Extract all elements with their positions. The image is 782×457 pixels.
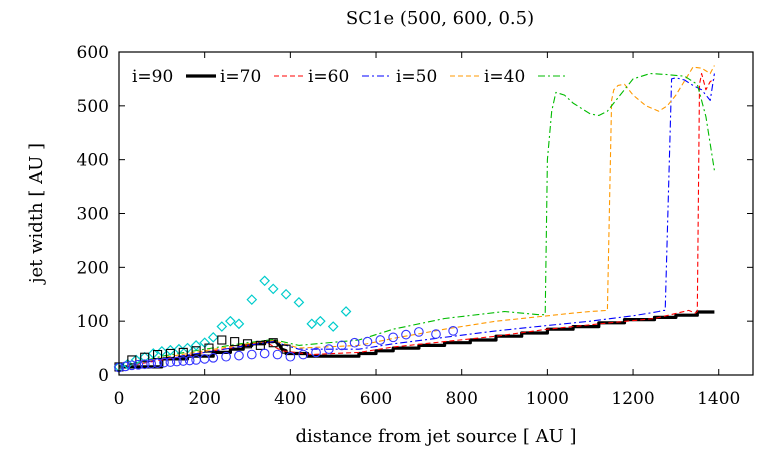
data-point-square: [127, 355, 137, 365]
data-point-circle: [388, 332, 399, 343]
data-point-circle: [362, 336, 373, 347]
data-point-circle: [285, 351, 296, 362]
y-tick-label: 100: [77, 312, 109, 332]
data-point-diamond: [190, 340, 202, 351]
data-point-circle: [159, 357, 169, 368]
data-point-circle: [324, 344, 334, 355]
data-point-circle: [259, 348, 270, 359]
data-point-circle: [146, 358, 156, 369]
series-i-70: [118, 72, 715, 369]
y-tick-label: 0: [98, 366, 109, 386]
data-point-circle: [165, 357, 176, 367]
data-point-diamond: [267, 283, 279, 295]
x-tick-label: 1400: [697, 389, 740, 409]
data-point-circle: [246, 349, 257, 360]
legend: i=90 i=70 i=60 i=50 i=40: [124, 62, 568, 90]
data-point-circle: [152, 358, 163, 369]
legend-label: i=60: [308, 67, 349, 87]
y-tick-label: 500: [77, 97, 109, 117]
data-point-diamond: [306, 318, 318, 330]
legend-label: i=50: [396, 67, 437, 87]
series-line: [118, 72, 715, 369]
data-point-diamond: [122, 358, 133, 370]
y-tick-label: 200: [77, 258, 109, 278]
data-point-circle: [431, 329, 441, 339]
data-point-circle: [178, 356, 189, 366]
chart-title: SC1e (500, 600, 0.5): [346, 8, 534, 29]
data-point-circle: [184, 355, 195, 366]
series-layer: [113, 65, 715, 373]
data-point-diamond: [293, 296, 305, 308]
x-axis-label: distance from jet source [ AU ]: [296, 426, 577, 447]
x-tick-label: 400: [274, 389, 306, 409]
data-point-circle: [448, 326, 458, 336]
data-point-circle: [139, 359, 150, 370]
data-point-square: [191, 346, 201, 356]
plot-frame: [118, 51, 754, 376]
data-point-circle: [272, 349, 283, 360]
data-point-circle: [298, 349, 309, 360]
y-tick-label: 600: [77, 43, 109, 63]
data-point-diamond: [259, 275, 270, 287]
data-point-circle: [375, 335, 386, 345]
y-tick-label: 300: [77, 205, 109, 225]
data-point-circle: [311, 347, 321, 358]
series-line: [119, 310, 715, 369]
x-tick-label: 0: [114, 389, 125, 409]
data-point-circle: [234, 350, 244, 361]
y-tick-label: 400: [77, 151, 109, 171]
series-i-60: [118, 73, 715, 369]
data-point-circle: [133, 359, 144, 370]
legend-label: i=40: [484, 67, 525, 87]
data-point-diamond: [340, 306, 352, 317]
data-point-circle: [401, 329, 411, 340]
series-blue-circles: [114, 326, 458, 373]
data-point-diamond: [216, 321, 228, 332]
data-point-square: [204, 343, 214, 353]
x-tick-label: 1200: [611, 389, 654, 409]
data-point-diamond: [225, 315, 236, 327]
data-point-circle: [336, 340, 347, 351]
x-tick-label: 200: [188, 389, 220, 409]
data-point-square: [268, 338, 278, 348]
data-point-diamond: [233, 318, 245, 330]
data-point-circle: [127, 360, 137, 371]
data-point-square: [217, 335, 227, 345]
data-point-circle: [120, 361, 131, 372]
x-tick-label: 600: [360, 389, 392, 409]
data-point-circle: [208, 352, 219, 363]
data-point-diamond: [165, 344, 176, 356]
legend-label: i=70: [220, 67, 261, 87]
data-point-circle: [171, 356, 182, 367]
legend-label: i=90: [132, 67, 173, 87]
data-point-circle: [349, 337, 360, 348]
tick-labels: 0 200 400 600 800 1000 1200 1400 0 100 200 300 400 50…: [77, 43, 741, 409]
data-point-diamond: [246, 294, 258, 305]
data-point-square: [140, 352, 150, 362]
x-tick-label: 1000: [526, 389, 569, 409]
data-point-square: [230, 337, 240, 347]
series-line: [118, 72, 715, 369]
data-point-square: [281, 344, 291, 354]
data-point-diamond: [207, 331, 219, 343]
data-point-square: [242, 339, 253, 349]
series-i-40: [118, 72, 715, 369]
data-point-diamond: [280, 288, 292, 300]
data-point-diamond: [327, 321, 339, 332]
x-tick-label: 800: [445, 389, 477, 409]
data-point-circle: [221, 351, 231, 362]
data-point-circle: [414, 327, 424, 337]
series-line: [118, 73, 715, 369]
y-axis-label: jet width [ AU ]: [26, 143, 47, 285]
data-point-square: [255, 340, 265, 350]
data-point-diamond: [314, 315, 326, 327]
series-i-90: [119, 310, 715, 369]
tick-marks: [118, 51, 753, 376]
